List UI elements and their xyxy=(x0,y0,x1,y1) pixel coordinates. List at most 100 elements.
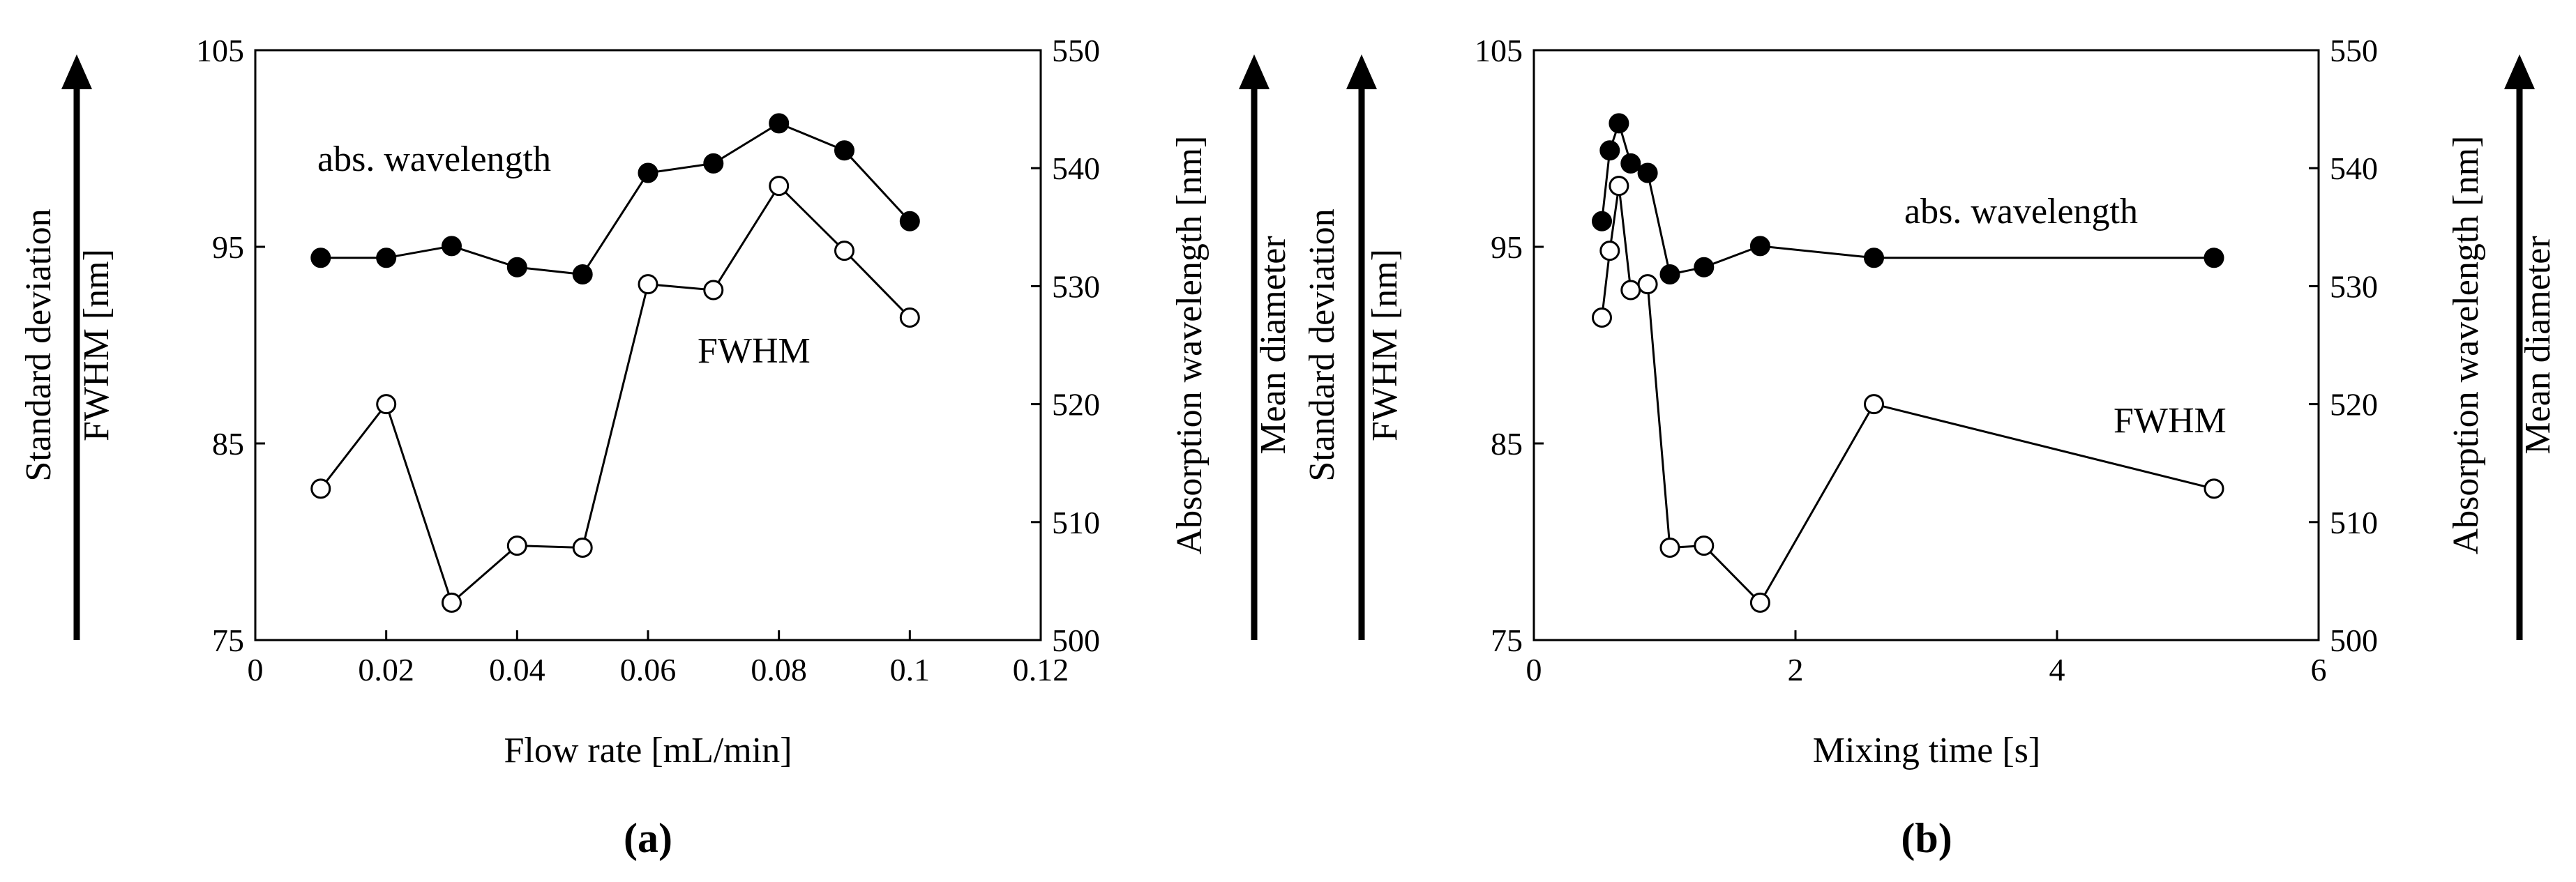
fwhm-point xyxy=(834,241,854,261)
fwhm-point xyxy=(1599,241,1620,261)
x-tick-label: 0 xyxy=(248,652,264,687)
fwhm-point xyxy=(638,274,658,295)
abs-wavelength-series-line xyxy=(320,122,911,276)
abs-wavelength-point xyxy=(703,153,724,174)
y-right-tick-label: 500 xyxy=(1052,623,1100,658)
right-axis-arrowhead xyxy=(2504,54,2535,89)
plot-frame xyxy=(1532,49,2320,641)
panel-a-generated: 0 0.02 0.04 0.06 0.08 0.1 0.12 75 85 95 105 500 510 5… xyxy=(196,33,1100,687)
panel-b-chart: Standard deviation FWHM [nm] Absorption … xyxy=(1302,33,2558,861)
y-left-outer-title: Standard deviation xyxy=(1302,208,1342,481)
panel-label-close: ) xyxy=(1938,815,1952,861)
abs-wavelength-point xyxy=(1749,236,1770,257)
panel-label-a: (a) xyxy=(624,815,672,861)
fwhm-point xyxy=(1864,394,1884,415)
abs-wavelength-point xyxy=(310,248,331,268)
y-right-tick-label: 530 xyxy=(2330,268,2378,304)
y-right-title: Absorption wavelength [nm] xyxy=(1170,136,1210,555)
y-right-tick-label: 520 xyxy=(2330,387,2378,423)
x-tick-label: 0.06 xyxy=(620,652,677,687)
abs-wavelength-point xyxy=(1694,257,1715,277)
fwhm-point xyxy=(442,592,462,613)
y-right-tick-label: 510 xyxy=(1052,505,1100,540)
fwhm-point xyxy=(506,535,527,556)
x-tick-label: 0.02 xyxy=(358,652,414,687)
y-left-tick-label: 105 xyxy=(1475,33,1523,68)
panel-label-close: ) xyxy=(658,815,672,861)
fwhm-point xyxy=(2204,478,2224,499)
y-left-title: FWHM [nm] xyxy=(77,249,116,441)
fwhm-point xyxy=(572,538,593,558)
panel-label-letter: b xyxy=(1915,815,1938,861)
fwhm-point xyxy=(899,307,920,328)
abs-wavelength-point xyxy=(506,257,527,277)
x-tick-label: 0.04 xyxy=(489,652,545,687)
y-right-tick-label: 550 xyxy=(2330,33,2378,68)
left-axis-arrowhead xyxy=(1346,54,1377,89)
panel-b-generated: 0 2 4 6 75 85 95 105 500 510 520 530 540 550 xyxy=(1475,33,2378,687)
y-right-tick-label: 520 xyxy=(1052,387,1100,423)
panel-label-b: (b) xyxy=(1901,815,1952,861)
x-axis-title: Flow rate [mL/min] xyxy=(504,731,792,770)
abs-wavelength-point xyxy=(1609,113,1629,134)
abs-wavelength-point xyxy=(1599,140,1620,161)
fwhm-point xyxy=(310,478,331,499)
panel-label-open: ( xyxy=(624,815,638,861)
annotation-fwhm: FWHM xyxy=(2114,401,2227,441)
abs-wavelength-point xyxy=(769,113,790,134)
fwhm-point xyxy=(1637,274,1658,295)
y-left-tick-label: 85 xyxy=(1491,426,1523,462)
abs-wavelength-point xyxy=(376,248,397,268)
panel-label-open: ( xyxy=(1901,815,1915,861)
y-right-outer-title: Mean diameter xyxy=(1253,236,1293,454)
fwhm-series-line xyxy=(1601,185,2215,605)
fwhm-point xyxy=(769,176,790,197)
abs-wavelength-point xyxy=(1659,264,1680,284)
x-axis-title: Mixing time [s] xyxy=(1813,731,2040,770)
abs-wavelength-point xyxy=(572,264,593,284)
y-right-tick-label: 540 xyxy=(1052,151,1100,186)
x-tick-label: 6 xyxy=(2311,652,2327,687)
annotation-fwhm: FWHM xyxy=(698,331,811,371)
abs-wavelength-point xyxy=(1864,248,1884,268)
y-left-tick-label: 85 xyxy=(212,426,244,462)
left-axis-arrowhead xyxy=(61,54,92,89)
y-right-tick-label: 540 xyxy=(2330,151,2378,186)
y-right-tick-label: 550 xyxy=(1052,33,1100,68)
right-axis-arrowhead xyxy=(1239,54,1270,89)
abs-wavelength-point xyxy=(638,162,658,183)
fwhm-series-line xyxy=(319,184,911,605)
fwhm-point xyxy=(1609,176,1629,197)
annotation-abs-wavelength: abs. wavelength xyxy=(317,139,551,179)
x-tick-label: 4 xyxy=(2049,652,2065,687)
y-right-tick-label: 530 xyxy=(1052,268,1100,304)
panel-a-chart: Standard deviation FWHM [nm] Absorption … xyxy=(19,33,1293,861)
y-right-tick-label: 500 xyxy=(2330,623,2378,658)
fwhm-point xyxy=(1749,592,1770,613)
plot-frame xyxy=(254,49,1042,641)
x-tick-label: 0 xyxy=(1526,652,1542,687)
abs-wavelength-point xyxy=(2204,248,2224,268)
fwhm-point xyxy=(1694,535,1715,556)
fwhm-point xyxy=(1659,538,1680,558)
abs-wavelength-point xyxy=(899,211,920,231)
x-tick-label: 0.12 xyxy=(1013,652,1069,687)
y-left-title: FWHM [nm] xyxy=(1365,249,1405,441)
abs-wavelength-point xyxy=(442,236,462,257)
y-left-tick-label: 95 xyxy=(1491,229,1523,265)
y-left-outer-title: Standard deviation xyxy=(19,208,59,481)
abs-wavelength-point xyxy=(1592,211,1612,231)
fwhm-point xyxy=(1592,307,1612,328)
y-left-tick-label: 75 xyxy=(212,623,244,658)
abs-wavelength-point xyxy=(1637,162,1658,183)
x-tick-label: 2 xyxy=(1788,652,1804,687)
fwhm-point xyxy=(703,280,724,301)
x-tick-label: 0.08 xyxy=(751,652,807,687)
y-left-tick-label: 75 xyxy=(1491,623,1523,658)
abs-wavelength-point xyxy=(834,140,854,161)
annotation-abs-wavelength: abs. wavelength xyxy=(1904,192,2138,231)
abs-wavelength-series-line xyxy=(1601,119,2214,276)
x-tick-label: 0.1 xyxy=(890,652,931,687)
y-left-tick-label: 95 xyxy=(212,229,244,265)
